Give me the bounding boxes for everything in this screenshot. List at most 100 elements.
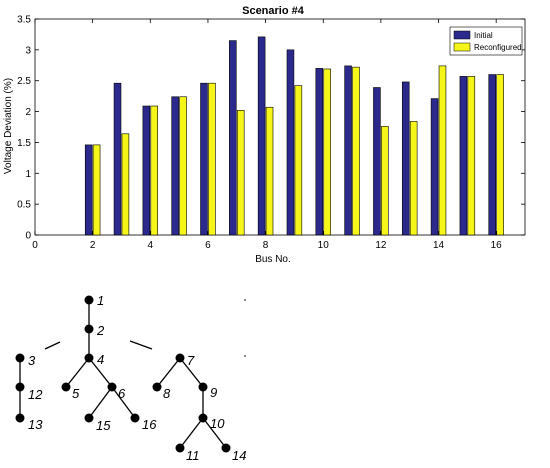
x-tick-label: 8 (263, 240, 269, 251)
y-tick-label: 1 (25, 169, 31, 180)
bus-node-label: 14 (232, 448, 246, 463)
y-tick-label: 2 (25, 107, 31, 118)
legend-label: Initial (474, 31, 493, 40)
bus-node (15, 382, 25, 392)
chart-title: Scenario #4 (242, 5, 305, 17)
bus-node (84, 353, 94, 363)
bar-initial (373, 87, 381, 236)
bus-node (84, 413, 94, 423)
bar-reconfigured (352, 66, 360, 236)
x-tick-label: 10 (318, 240, 330, 251)
bus-node-label: 8 (163, 386, 171, 401)
bar-reconfigured (150, 105, 159, 236)
bus-node-label: 2 (96, 323, 105, 338)
bar-reconfigured (208, 82, 216, 236)
bar-initial (84, 144, 93, 236)
bus-node-label: 12 (28, 387, 43, 402)
bar-reconfigured (92, 144, 101, 236)
legend-label: Reconfigured (474, 43, 522, 52)
y-tick-label: 0.5 (17, 200, 31, 211)
bus-node (175, 353, 185, 363)
bar-reconfigured (265, 106, 274, 236)
y-axis-label: Voltage Deviation (%) (3, 78, 14, 174)
x-tick-label: 2 (90, 240, 96, 251)
legend: Initial Reconfigured (449, 26, 523, 56)
y-tick-label: 1.5 (17, 138, 31, 149)
x-tick-label: 16 (491, 240, 503, 251)
x-tick-label: 6 (205, 240, 211, 251)
x-tick-label: 14 (433, 240, 445, 251)
branch-line (202, 417, 227, 449)
bar-reconfigured (121, 133, 130, 236)
bar-initial (171, 96, 179, 236)
dot-mark (244, 299, 246, 301)
bus-node-label: 7 (187, 353, 195, 368)
bus-node-label: 5 (72, 386, 80, 401)
bus-node (61, 382, 71, 392)
x-tick-label: 4 (148, 240, 154, 251)
bus-node-label: 16 (142, 417, 157, 432)
y-tick-label: 3 (25, 45, 31, 56)
bus-node-label: 10 (210, 416, 225, 431)
dot-mark (244, 355, 246, 357)
bus-node (15, 353, 25, 363)
bus-node (84, 324, 94, 334)
bar-reconfigured (409, 121, 418, 236)
bar-reconfigured (467, 76, 476, 236)
bar-reconfigured (236, 110, 245, 236)
branch-line (111, 386, 136, 419)
bus-node-label: 1 (97, 293, 104, 308)
bar-initial (315, 68, 324, 236)
bar-initial (286, 49, 295, 236)
branch-line (65, 357, 90, 388)
bus-node (221, 443, 231, 453)
bar-reconfigured (496, 74, 504, 236)
branch-line (88, 357, 113, 388)
x-axis-label: Bus No. (255, 254, 291, 265)
bar-initial (401, 81, 410, 236)
bar-chart: 0 0.5 1 1.5 2 2.5 3 3.5 0 2 4 6 8 10 12 14 16 (17, 15, 526, 251)
branch-line (179, 357, 204, 388)
bus-node-label: 11 (186, 448, 200, 463)
bus-node (175, 443, 185, 453)
bus-node-label: 9 (210, 385, 217, 400)
x-tick-label: 0 (32, 240, 38, 251)
x-tick-label: 12 (375, 240, 387, 251)
open-branch-line (129, 340, 153, 350)
bus-node-label: 15 (96, 418, 111, 433)
bar-initial (257, 36, 266, 236)
y-tick-label: 2.5 (17, 76, 31, 87)
bar-initial (229, 40, 237, 236)
bar-reconfigured (438, 65, 447, 236)
bus-node (107, 382, 117, 392)
bus-node-label: 3 (28, 353, 36, 368)
bus-node (198, 382, 208, 392)
branch-line (179, 417, 204, 449)
bus-node (84, 295, 94, 305)
bar-reconfigured (323, 68, 331, 236)
bus-node (152, 382, 162, 392)
y-tick-label: 3.5 (17, 15, 31, 26)
open-branch-line (44, 341, 61, 350)
bar-reconfigured (179, 96, 187, 236)
bus-node-label: 4 (97, 352, 104, 367)
bus-node (15, 413, 25, 423)
bar-initial (488, 74, 496, 236)
legend-swatch (453, 30, 471, 40)
legend-swatch (453, 42, 471, 52)
bar-initial (200, 82, 208, 236)
branch-line (156, 357, 181, 388)
bar-initial (459, 76, 468, 236)
bar-initial (142, 105, 151, 236)
branch-line (88, 386, 113, 419)
bar-initial (344, 65, 352, 236)
bus-node-label: 6 (118, 386, 126, 401)
bus-node-label: 13 (28, 417, 43, 432)
y-tick-label: 0 (25, 231, 31, 242)
bar-reconfigured (294, 85, 303, 236)
bus-node (198, 413, 208, 423)
bar-initial (430, 98, 439, 236)
bus-node (130, 413, 140, 423)
